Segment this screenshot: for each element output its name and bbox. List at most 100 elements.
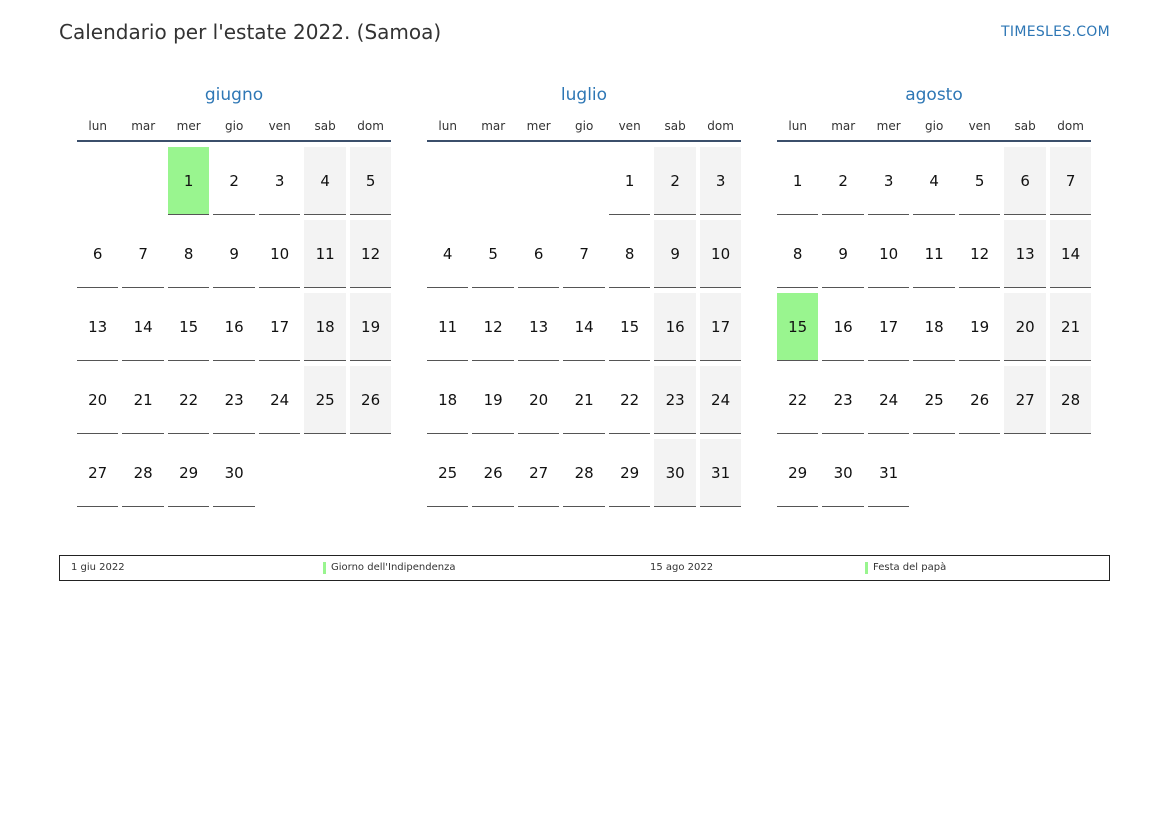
- day-grid: 1 2 3 4 5 6 7 8 9 10 11 12 13 14 15 16 17 18 19 20 21 22 23 24 2…: [427, 147, 742, 507]
- holiday-color-marker: [323, 562, 326, 574]
- day-cell: 22: [167, 366, 210, 434]
- day-cell: 8: [777, 220, 819, 288]
- weekday-label: sab: [1014, 119, 1036, 133]
- day-cell: 7: [563, 220, 605, 288]
- weekday-label: gio: [575, 119, 594, 133]
- weekday-label: lun: [438, 119, 457, 133]
- day-cell: 15: [608, 293, 651, 361]
- day-cell: 10: [258, 220, 301, 288]
- weekday-label: lun: [88, 119, 107, 133]
- day-cell: 12: [958, 220, 1001, 288]
- day-cell: 31: [867, 439, 910, 507]
- day-cell: 10: [699, 220, 742, 288]
- day-cell: 22: [777, 366, 819, 434]
- holiday-color-marker: [865, 562, 868, 574]
- month-title: agosto: [905, 85, 963, 105]
- day-cell: 16: [654, 293, 696, 361]
- day-cell: 30: [213, 439, 255, 507]
- day-cell: 6: [517, 220, 560, 288]
- day-cell: 19: [472, 366, 514, 434]
- day-cell: 4: [913, 147, 955, 215]
- day-cell: 12: [472, 293, 514, 361]
- empty-cell: [77, 147, 118, 215]
- day-cell: 14: [1049, 220, 1092, 288]
- weekday-header: lun mar mer gio ven sab dom: [777, 108, 1091, 142]
- day-cell: 16: [822, 293, 864, 361]
- day-cell: 18: [427, 366, 469, 434]
- day-cell: 30: [654, 439, 696, 507]
- day-cell: 18: [304, 293, 346, 361]
- day-grid: 1 2 3 4 5 6 7 8 9 10 11 12 13 14 15 16 17 18 19 20 21 22 23 24 2…: [777, 147, 1092, 507]
- day-cell: 24: [867, 366, 910, 434]
- day-cell: 17: [258, 293, 301, 361]
- weekday-label: ven: [618, 119, 641, 133]
- empty-cell: [122, 147, 163, 215]
- day-cell: 20: [77, 366, 119, 434]
- day-cell: 13: [517, 293, 560, 361]
- day-cell: 2: [654, 147, 696, 215]
- day-cell: 5: [958, 147, 1001, 215]
- month-title: giugno: [204, 85, 264, 105]
- weekday-label: ven: [268, 119, 291, 133]
- weekday-header: lun mar mer gio ven sab dom: [427, 108, 741, 142]
- day-cell: 6: [1004, 147, 1046, 215]
- weekday-label: dom: [707, 119, 734, 133]
- page-title: Calendario per l'estate 2022. (Samoa): [59, 20, 442, 44]
- empty-cell: [518, 147, 559, 215]
- day-cell: 11: [304, 220, 346, 288]
- day-cell: 24: [699, 366, 742, 434]
- day-cell: 26: [958, 366, 1001, 434]
- day-cell: 29: [777, 439, 819, 507]
- empty-cell: [472, 147, 513, 215]
- day-cell: 8: [608, 220, 651, 288]
- legend-holiday-name: Giorno dell'Indipendenza: [331, 562, 456, 573]
- weekday-header: lun mar mer gio ven sab dom: [77, 108, 391, 142]
- day-cell: 11: [427, 293, 469, 361]
- day-cell: 29: [167, 439, 210, 507]
- day-cell: 25: [427, 439, 469, 507]
- day-cell: 28: [1049, 366, 1092, 434]
- day-cell: 10: [867, 220, 910, 288]
- day-cell: 8: [167, 220, 210, 288]
- holiday-day-cell: 1: [167, 147, 210, 215]
- day-cell: 26: [472, 439, 514, 507]
- day-cell: 13: [77, 293, 119, 361]
- weekday-label: mer: [876, 119, 901, 133]
- day-cell: 27: [77, 439, 119, 507]
- day-cell: 2: [822, 147, 864, 215]
- day-cell: 27: [517, 439, 560, 507]
- weekday-label: dom: [1057, 119, 1084, 133]
- weekday-label: gio: [925, 119, 944, 133]
- day-cell: 25: [913, 366, 955, 434]
- day-cell: 16: [213, 293, 255, 361]
- day-cell: 15: [167, 293, 210, 361]
- day-cell: 31: [699, 439, 742, 507]
- legend-holiday-name: Festa del papà: [873, 562, 947, 573]
- weekday-label: sab: [314, 119, 336, 133]
- day-cell: 13: [1004, 220, 1046, 288]
- day-cell: 1: [777, 147, 819, 215]
- day-cell: 23: [822, 366, 864, 434]
- day-cell: 7: [1049, 147, 1092, 215]
- day-grid: 1 2 3 4 5 6 7 8 9 10 11 12 13 14 15 16 17 18 19 20 21 22 23 24 2…: [77, 147, 392, 507]
- day-cell: 17: [699, 293, 742, 361]
- site-link[interactable]: TIMESLES.COM: [1001, 24, 1110, 40]
- day-cell: 28: [563, 439, 605, 507]
- day-cell: 26: [349, 366, 392, 434]
- weekday-label: mar: [831, 119, 856, 133]
- legend-date: 1 giu 2022: [71, 562, 125, 573]
- day-cell: 30: [822, 439, 864, 507]
- legend-date: 15 ago 2022: [650, 562, 714, 573]
- day-cell: 22: [608, 366, 651, 434]
- day-cell: 21: [122, 366, 164, 434]
- day-cell: 18: [913, 293, 955, 361]
- day-cell: 3: [699, 147, 742, 215]
- day-cell: 11: [913, 220, 955, 288]
- weekday-label: mer: [176, 119, 201, 133]
- day-cell: 4: [427, 220, 469, 288]
- day-cell: 29: [608, 439, 651, 507]
